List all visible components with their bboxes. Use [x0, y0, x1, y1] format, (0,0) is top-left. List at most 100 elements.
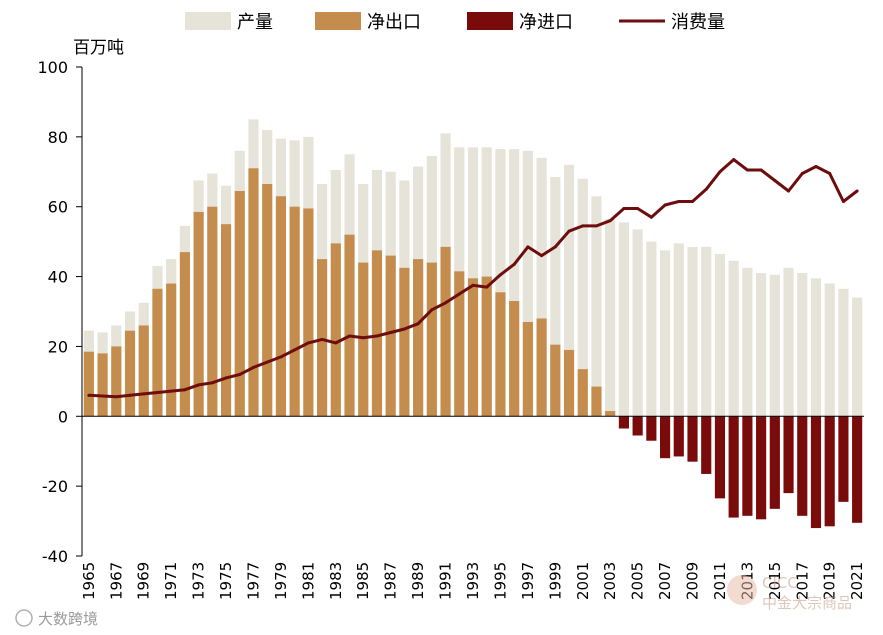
x-tick-label: 2009 [684, 562, 702, 600]
point-consumption-1994 [485, 285, 489, 289]
point-consumption-1998 [540, 254, 544, 258]
bar-production-2013 [742, 267, 753, 417]
bar-net-export-1998 [536, 318, 547, 417]
point-consumption-2005 [636, 206, 640, 210]
legend-label-production: 产量 [237, 12, 273, 33]
bar-net-export-1973 [193, 211, 204, 417]
bar-net-export-1992 [454, 271, 465, 417]
legend-label-net-import: 净进口 [519, 12, 573, 33]
point-consumption-1995 [498, 273, 502, 277]
bar-net-export-1967 [111, 346, 122, 417]
point-consumption-2011 [718, 170, 722, 174]
point-consumption-1972 [183, 388, 187, 392]
watermark-right-logo-icon [727, 575, 757, 605]
bar-production-2011 [714, 253, 726, 417]
x-tick-label: 1975 [217, 562, 235, 600]
bar-net-export-1981 [303, 208, 314, 417]
point-consumption-1988 [402, 327, 406, 331]
bar-production-2009 [687, 246, 698, 417]
bar-production-2001 [577, 178, 588, 417]
bar-net-export-1966 [97, 353, 108, 417]
bar-net-export-1970 [152, 288, 163, 417]
point-consumption-1986 [375, 334, 379, 338]
point-consumption-1981 [306, 341, 310, 345]
point-consumption-1976 [238, 372, 242, 376]
point-consumption-1987 [389, 330, 393, 334]
bar-net-import-2008 [673, 416, 684, 457]
y-tick-label: 20 [48, 337, 68, 356]
bar-net-export-1983 [330, 243, 341, 417]
bar-net-export-2001 [577, 369, 588, 417]
y-tick-label: 40 [48, 268, 68, 287]
x-tick-label: 1977 [244, 562, 262, 600]
bar-net-export-1979 [275, 196, 287, 417]
legend-swatch-net-import [467, 12, 513, 30]
bar-net-export-2000 [563, 349, 575, 417]
bar-net-export-1989 [413, 259, 424, 417]
point-consumption-2013 [745, 168, 749, 172]
bar-production-2019 [824, 283, 835, 417]
bar-production-2017 [797, 273, 808, 417]
point-consumption-1977 [251, 365, 255, 369]
watermark-left-text: 大数跨境 [38, 610, 98, 628]
point-consumption-1989 [416, 322, 420, 326]
bar-net-export-1986 [371, 250, 383, 417]
y-axis: 100 80 60 40 20 0 -20 -40 [37, 58, 82, 566]
bar-net-import-2016 [783, 416, 794, 494]
point-consumption-2009 [691, 199, 695, 203]
point-consumption-1975 [224, 376, 228, 380]
bar-net-export-1978 [262, 184, 273, 417]
point-consumption-2002 [594, 224, 598, 228]
point-consumption-2003 [608, 219, 612, 223]
y-axis-unit-label: 百万吨 [73, 38, 124, 58]
bar-production-2007 [659, 250, 671, 417]
point-consumption-1991 [444, 301, 448, 305]
bar-net-export-1968 [124, 330, 136, 417]
watermark-left: 大数跨境 [15, 609, 98, 628]
bar-net-export-1971 [166, 283, 177, 417]
point-consumption-2008 [677, 199, 681, 203]
x-tick-label: 1965 [80, 562, 98, 600]
bar-net-import-2020 [838, 416, 849, 502]
bar-net-import-2021 [852, 416, 863, 523]
x-tick-label: 1999 [546, 562, 564, 600]
x-tick-label: 1997 [519, 562, 537, 600]
x-tick-label: 2007 [656, 562, 674, 600]
point-consumption-1980 [293, 348, 297, 352]
point-consumption-1992 [457, 292, 461, 296]
bar-net-export-1993 [467, 278, 479, 417]
point-consumption-1993 [471, 283, 475, 287]
bar-net-import-2010 [701, 416, 712, 474]
point-consumption-1990 [430, 308, 434, 312]
x-tick-label: 1991 [437, 562, 455, 600]
bar-production-2008 [673, 243, 684, 417]
bar-net-export-1996 [509, 301, 520, 417]
bar-net-export-2003 [605, 411, 616, 417]
point-consumption-2006 [649, 215, 653, 219]
y-tick-label: 0 [58, 407, 68, 426]
point-consumption-1983 [334, 341, 338, 345]
x-tick-label: 1987 [382, 562, 400, 600]
point-consumption-2007 [663, 203, 667, 207]
bar-net-export-1969 [138, 325, 149, 417]
y-tick-label: -20 [42, 477, 68, 496]
x-tick-label: 1985 [354, 562, 372, 600]
x-tick-label: 1983 [327, 562, 345, 600]
bar-net-export-1985 [358, 262, 369, 417]
point-consumption-1979 [279, 355, 283, 359]
bar-net-import-2018 [810, 416, 822, 529]
x-tick-label: 2021 [848, 562, 866, 600]
bar-net-import-2009 [687, 416, 698, 462]
point-consumption-2017 [800, 172, 804, 176]
point-consumption-1965 [87, 393, 91, 397]
point-consumption-2004 [622, 206, 626, 210]
legend: 产量 净出口 净进口 消费量 [185, 12, 725, 33]
point-consumption-1999 [553, 245, 557, 249]
x-tick-label: 1967 [107, 562, 125, 600]
point-consumption-1984 [348, 334, 352, 338]
bar-net-export-1972 [179, 252, 190, 417]
bar-production-1995 [495, 149, 506, 417]
watermark-right-text-top: CICC [762, 574, 798, 592]
bar-net-export-1988 [399, 267, 410, 417]
